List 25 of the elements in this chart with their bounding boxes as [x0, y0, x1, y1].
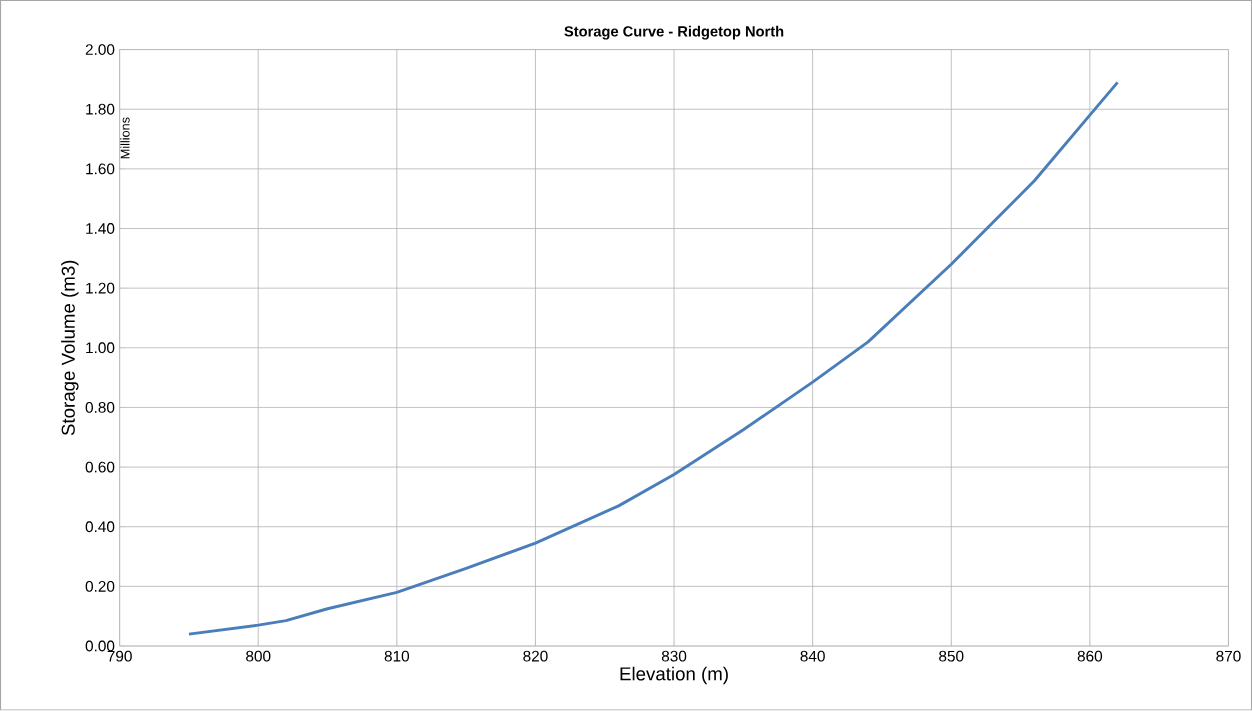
y-tick-label: 1.80	[86, 103, 115, 115]
y-tick-label: 1.60	[86, 163, 115, 175]
y-tick-label: 0.80	[85, 402, 115, 414]
y-axis-title: Storage Volume (m3)	[61, 260, 79, 436]
y-tick-label: 0.60	[85, 461, 115, 473]
x-tick-label: 790	[107, 650, 132, 662]
y-tick-label: 2.00	[85, 44, 115, 56]
y-tick-label: 0.20	[85, 581, 115, 592]
y-tick-label: 1.00	[86, 342, 115, 354]
line-series	[187, 81, 1120, 636]
x-tick-label: 860	[1077, 650, 1103, 662]
x-tick-label: 840	[800, 650, 825, 662]
x-axis-title: Elevation (m)	[620, 666, 728, 685]
annotation: Millions	[120, 117, 130, 159]
x-tick-label: 810	[384, 650, 410, 662]
y-tick-label: 1.40	[86, 223, 115, 235]
y-tick-label: 1.20	[86, 282, 115, 294]
x-tick-label: 850	[939, 650, 964, 662]
y-tick-label: 0.00	[85, 640, 115, 652]
x-tick-label: 870	[1216, 650, 1241, 662]
x-tick-label: 820	[523, 650, 548, 662]
chart-title: Storage Curve - Ridgetop North	[564, 25, 784, 40]
y-tick-label: 0.40	[85, 521, 115, 533]
x-tick-label: 830	[661, 650, 687, 662]
x-tick-label: 800	[246, 650, 271, 662]
